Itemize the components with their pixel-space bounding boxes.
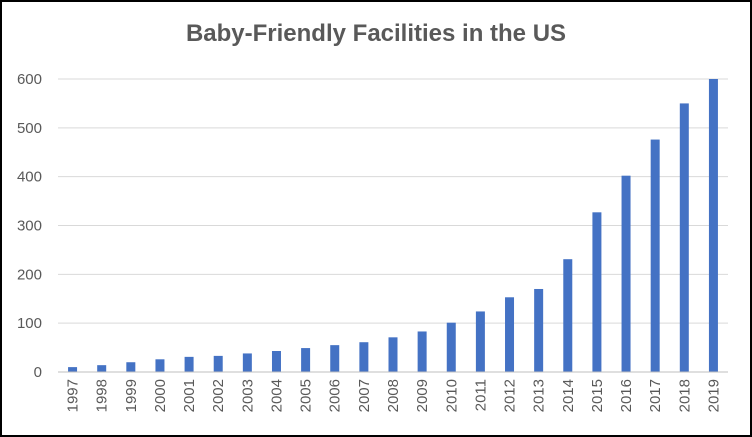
chart-title: Baby-Friendly Facilities in the US (185, 20, 567, 47)
bar-2013 (534, 288, 544, 372)
y-tick-label: 300 (17, 218, 42, 235)
x-tick-label-2012: 2012 (502, 379, 519, 412)
bar-2017 (650, 139, 660, 372)
bar-2009 (417, 331, 427, 372)
y-tick-label: 100 (17, 315, 42, 332)
bar-2019 (708, 79, 718, 372)
x-tick-label-1998: 1998 (94, 379, 111, 412)
bar-2001 (184, 356, 194, 372)
x-tick-label-2002: 2002 (210, 379, 227, 412)
bar-2004 (271, 351, 281, 372)
x-tick-label-2005: 2005 (298, 379, 315, 412)
x-tick-label-2009: 2009 (414, 379, 431, 412)
bars (68, 79, 718, 373)
x-tick-label-2014: 2014 (560, 379, 577, 412)
x-tick-label-2018: 2018 (676, 379, 693, 412)
x-axis-tick-labels: 1997 1998 1999 2000 2001 2002 2003 2004 2005 2006… (65, 379, 723, 412)
bar-2010 (446, 322, 456, 372)
bar-2002 (213, 355, 223, 372)
bar-2005 (301, 348, 311, 372)
x-tick-label-2017: 2017 (647, 379, 664, 412)
y-tick-label: 500 (17, 120, 42, 137)
y-tick-label: 600 (17, 71, 42, 88)
bar-2018 (679, 103, 689, 373)
x-tick-label-2007: 2007 (356, 379, 373, 412)
y-tick-label: 400 (17, 169, 42, 186)
bar-2016 (621, 175, 631, 372)
x-tick-label-2010: 2010 (443, 379, 460, 412)
x-tick-label-2003: 2003 (239, 379, 256, 412)
x-tick-label-2008: 2008 (385, 379, 402, 412)
bar-2007 (359, 342, 369, 372)
bar-1998 (97, 365, 107, 372)
x-tick-label-1997: 1997 (65, 379, 82, 412)
x-tick-label-2000: 2000 (152, 379, 169, 412)
y-axis-tick-labels: 0 100 200 300 400 500 600 (17, 71, 42, 381)
y-tick-label: 0 (34, 364, 42, 381)
bar-2008 (388, 337, 398, 372)
bar-2012 (505, 297, 515, 372)
x-tick-label-2004: 2004 (268, 379, 285, 412)
bar-2006 (330, 345, 340, 372)
x-tick-label-2016: 2016 (618, 379, 635, 412)
bar-2015 (592, 212, 602, 372)
bar-2011 (475, 311, 485, 372)
bar-2000 (155, 359, 165, 372)
bar-1997 (68, 367, 78, 372)
gridlines (58, 78, 728, 324)
x-tick-label-2015: 2015 (589, 379, 606, 412)
bar-1999 (126, 362, 136, 372)
bar-2003 (242, 353, 252, 372)
x-tick-label-2019: 2019 (705, 379, 722, 412)
y-tick-label: 200 (17, 266, 42, 283)
x-tick-label-2001: 2001 (181, 379, 198, 412)
x-tick-label-1999: 1999 (123, 379, 140, 412)
x-tick-label-2011: 2011 (472, 379, 489, 411)
x-tick-label-2013: 2013 (531, 379, 548, 412)
x-tick-label-2006: 2006 (327, 379, 344, 412)
bar-2014 (563, 259, 573, 372)
